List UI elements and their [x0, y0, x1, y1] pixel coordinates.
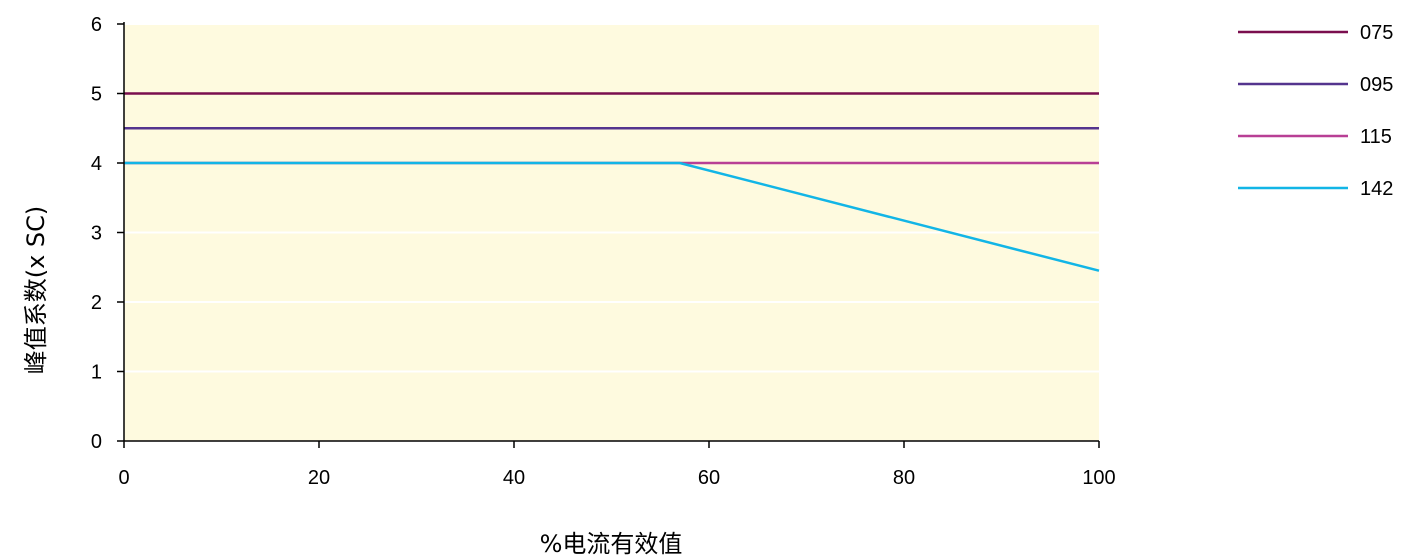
y-tick-label: 3 [91, 223, 102, 245]
x-tick-label: 40 [503, 467, 525, 489]
y-tick-label: 5 [91, 84, 102, 106]
series-lines [124, 92, 1100, 272]
x-tick-label: 100 [1082, 467, 1115, 489]
x-tick-label: 0 [118, 467, 129, 489]
y-tick-label: 0 [91, 431, 102, 453]
y-tick-label: 1 [91, 362, 102, 384]
legend-label-115: 115 [1360, 126, 1392, 148]
y-tick-label: 6 [91, 14, 102, 36]
x-tick-label: 60 [698, 467, 720, 489]
y-tick-label: 4 [91, 153, 102, 175]
x-tick-label: 20 [308, 467, 330, 489]
legend-label-142: 142 [1360, 178, 1393, 200]
y-tick-label: 2 [91, 292, 102, 314]
axes [117, 22, 1100, 448]
y-axis-title: 峰值系数(x SC) [22, 206, 50, 375]
legend-label-095: 095 [1360, 74, 1393, 96]
legend-label-075: 075 [1360, 22, 1393, 44]
x-axis-title: %电流有效值 [540, 530, 683, 558]
legend: 075 095 115 142 [1238, 22, 1393, 200]
series-line-142 [124, 161, 1100, 272]
x-tick-label: 80 [893, 467, 915, 489]
